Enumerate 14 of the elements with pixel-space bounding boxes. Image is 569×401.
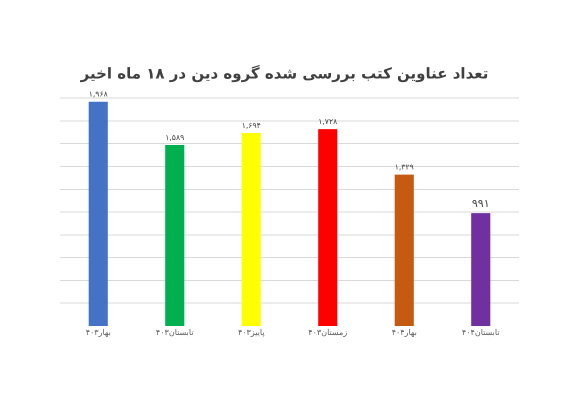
bar [318, 129, 338, 326]
data-label: ۹۹۱ [472, 197, 490, 210]
bar [165, 144, 184, 326]
chart-title: تعداد عناوین کتب بررسی شده گروه دین در ۱۸ ماه اخیر [80, 64, 488, 83]
x-tick-label: پاییز۴۰۳ [238, 328, 265, 337]
bar [394, 174, 414, 326]
x-tick-label: بهار۴۰۳ [86, 328, 111, 337]
bar [471, 213, 490, 326]
x-tick-label: تابستان۴۰۴ [462, 328, 500, 337]
x-tick-label: تابستان۴۰۳ [156, 328, 194, 337]
bar [88, 102, 108, 326]
x-tick-label: زمستان۴۰۳ [308, 328, 348, 337]
bar [242, 133, 261, 326]
x-tick-label: بهار۴۰۴ [392, 328, 417, 337]
